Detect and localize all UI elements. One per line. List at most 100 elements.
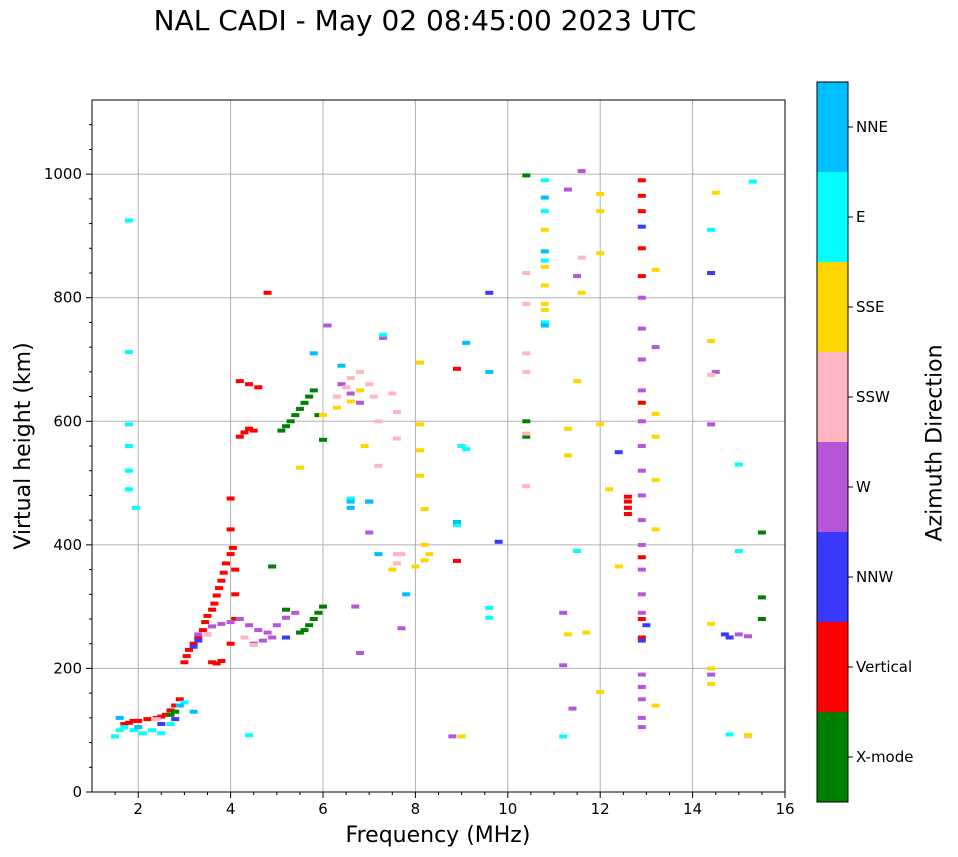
point-x-mode (757, 617, 766, 621)
point-sse (319, 413, 327, 418)
point-sse (573, 379, 582, 384)
point-e (131, 505, 140, 510)
point-sse (540, 301, 549, 306)
point-nne (134, 725, 143, 730)
point-nnw (725, 635, 734, 640)
point-w (637, 468, 646, 473)
point-ssw (374, 463, 383, 468)
point-vertical (231, 567, 240, 572)
colorbar-segment-sse (817, 262, 848, 352)
point-x-mode (757, 530, 766, 535)
point-x-mode (291, 413, 300, 418)
colorbar-segment-e (817, 172, 848, 262)
point-ssw (365, 382, 374, 387)
point-w (637, 326, 646, 331)
point-w (346, 391, 355, 396)
point-sse (605, 487, 614, 492)
point-x-mode (305, 394, 314, 399)
point-sse (540, 308, 549, 313)
point-w (637, 610, 646, 615)
point-w (559, 610, 568, 615)
point-nne (309, 351, 318, 356)
point-e (485, 605, 494, 610)
point-e (540, 209, 549, 214)
point-sse (707, 339, 716, 343)
colorbar-segment-vertical (817, 622, 848, 712)
point-w (208, 624, 217, 629)
point-sse (651, 411, 660, 416)
point-vertical (210, 601, 219, 606)
point-nnw (194, 638, 203, 643)
point-x-mode (286, 419, 295, 424)
point-w (573, 274, 582, 279)
point-vertical (161, 712, 170, 717)
point-nne (337, 363, 346, 368)
y-tick-label-3: 600 (53, 412, 82, 430)
point-sse (457, 734, 466, 739)
point-x-mode (319, 437, 327, 442)
point-x-mode (282, 607, 290, 612)
point-x-mode (268, 564, 277, 569)
point-nnw (282, 635, 290, 640)
point-w (235, 617, 244, 621)
x-tick-label-1: 4 (226, 800, 236, 818)
point-vertical (637, 635, 646, 640)
point-vertical (208, 660, 217, 665)
point-ssw (332, 394, 341, 399)
point-vertical (623, 494, 632, 499)
point-x-mode (166, 712, 175, 717)
point-w (323, 323, 332, 328)
colorbar-segment-ssw (817, 352, 848, 442)
point-w (637, 592, 646, 597)
point-e (148, 728, 157, 733)
point-nnw (720, 632, 729, 637)
point-vertical (157, 714, 166, 719)
colorbar-tick-label-5: SSE (856, 298, 885, 316)
point-sse (332, 405, 341, 410)
point-nne (462, 340, 471, 345)
point-e (540, 178, 549, 183)
point-vertical (180, 660, 189, 665)
point-vertical (228, 545, 237, 550)
point-vertical (189, 641, 198, 646)
point-sse (346, 399, 355, 404)
point-ssw (388, 391, 397, 396)
colorbar-tick-label-1: Vertical (856, 658, 912, 676)
point-sse (295, 465, 304, 470)
point-e (125, 218, 133, 223)
point-nne (402, 592, 411, 597)
point-w (744, 634, 752, 639)
point-vertical (623, 499, 632, 504)
point-sse (707, 681, 716, 686)
point-w (707, 422, 716, 427)
point-ssw (203, 632, 212, 637)
point-x-mode (300, 628, 309, 633)
point-sse (563, 426, 572, 431)
point-e (120, 725, 129, 730)
point-nne (189, 709, 198, 714)
point-vertical (231, 592, 240, 597)
x-axis-label: Frequency (MHz) (346, 823, 531, 848)
point-ssw (522, 351, 531, 356)
point-e (453, 523, 461, 528)
point-nne (540, 249, 549, 254)
point-x-mode (314, 610, 323, 615)
point-ssw (522, 271, 531, 275)
colorbar: X-mode Vertical NNW W SSW SSE E NNE (816, 81, 913, 803)
point-w (272, 623, 281, 628)
y-tick-label-5: 1000 (44, 165, 82, 183)
colorbar-tick-label-4: SSW (856, 388, 890, 406)
point-vertical (637, 209, 646, 214)
point-e (734, 462, 743, 467)
point-e (115, 728, 124, 733)
point-e (462, 447, 471, 452)
point-nnw (614, 450, 623, 455)
point-vertical (245, 426, 254, 431)
point-nne (485, 369, 494, 374)
point-x-mode (522, 419, 531, 424)
point-nne (453, 520, 461, 524)
point-x-mode (522, 434, 531, 439)
point-sse (582, 630, 591, 635)
point-sse (596, 422, 605, 427)
point-w (711, 369, 720, 374)
